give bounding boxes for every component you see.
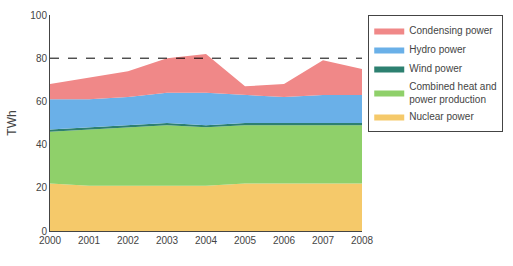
svg-text:100: 100	[30, 10, 47, 21]
svg-text:20: 20	[36, 182, 48, 193]
svg-text:0: 0	[41, 226, 47, 237]
svg-text:Hydro power: Hydro power	[409, 44, 466, 55]
svg-text:Wind power: Wind power	[409, 63, 462, 74]
svg-text:2002: 2002	[117, 235, 140, 246]
svg-text:2005: 2005	[234, 235, 257, 246]
svg-text:Combined heat andpower product: Combined heat andpower production	[409, 81, 496, 105]
svg-text:40: 40	[36, 139, 48, 150]
svg-text:80: 80	[36, 53, 48, 64]
svg-text:2001: 2001	[78, 235, 101, 246]
svg-text:2000: 2000	[39, 235, 62, 246]
svg-text:2007: 2007	[312, 235, 335, 246]
svg-text:60: 60	[36, 96, 48, 107]
svg-text:TWh: TWh	[5, 110, 19, 135]
svg-text:2004: 2004	[195, 235, 218, 246]
svg-text:2008: 2008	[351, 235, 374, 246]
svg-text:2003: 2003	[156, 235, 179, 246]
svg-text:Condensing power: Condensing power	[409, 25, 493, 36]
svg-text:2006: 2006	[273, 235, 296, 246]
svg-text:Nuclear power: Nuclear power	[409, 111, 474, 122]
